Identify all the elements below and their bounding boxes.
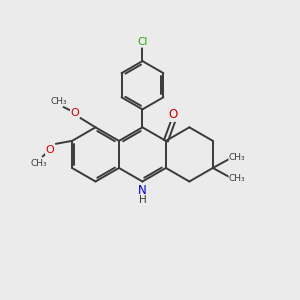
Text: O: O — [46, 145, 54, 155]
Text: CH₃: CH₃ — [31, 159, 47, 168]
Text: CH₃: CH₃ — [50, 97, 67, 106]
Text: O: O — [70, 108, 79, 118]
Text: CH₃: CH₃ — [229, 174, 246, 183]
Text: CH₃: CH₃ — [229, 153, 246, 162]
Text: H: H — [139, 195, 146, 205]
Text: N: N — [138, 184, 147, 197]
Text: O: O — [169, 108, 178, 121]
Text: Cl: Cl — [137, 37, 148, 47]
